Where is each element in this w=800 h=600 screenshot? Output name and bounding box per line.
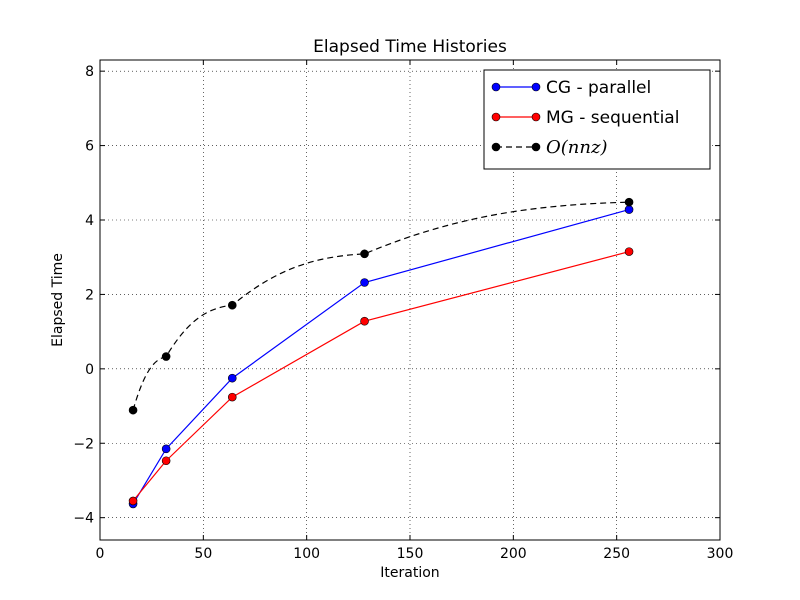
legend-label: CG - parallel bbox=[546, 78, 651, 98]
series-0 bbox=[128, 205, 634, 509]
data-point bbox=[161, 456, 171, 466]
legend-marker bbox=[491, 142, 501, 152]
y-tick-label: 2 bbox=[85, 287, 94, 303]
data-point bbox=[128, 496, 138, 506]
x-tick-label: 100 bbox=[293, 546, 320, 562]
data-point bbox=[624, 197, 634, 207]
x-axis-label: Iteration bbox=[380, 565, 439, 581]
y-tick-label: 0 bbox=[85, 362, 94, 378]
ticks: 0 50 100 150 200 250 300 −4 −2 0 2 4 6 8 bbox=[73, 60, 733, 562]
x-tick-label: 150 bbox=[397, 546, 424, 562]
legend: CG - parallel MG - sequential O(nnz) bbox=[483, 69, 711, 170]
data-point bbox=[360, 278, 369, 287]
series-layer bbox=[128, 197, 634, 509]
y-tick-label: 6 bbox=[85, 139, 94, 155]
legend-marker bbox=[531, 112, 541, 122]
data-point bbox=[161, 444, 171, 454]
legend-label: MG - sequential bbox=[546, 108, 679, 128]
x-tick-label: 250 bbox=[603, 546, 630, 562]
legend-label: O(nnz) bbox=[546, 137, 607, 158]
data-point bbox=[624, 205, 634, 214]
y-tick-label: 8 bbox=[85, 64, 94, 80]
series-line bbox=[132, 209, 630, 505]
data-point bbox=[161, 352, 171, 361]
y-tick-label: −4 bbox=[73, 511, 94, 527]
x-tick-label: 0 bbox=[96, 546, 105, 562]
data-point bbox=[360, 316, 369, 326]
legend-marker bbox=[531, 142, 541, 152]
y-axis-label: Elapsed Time bbox=[50, 253, 66, 347]
data-point bbox=[227, 373, 237, 383]
x-tick-label: 200 bbox=[500, 546, 527, 562]
legend-marker bbox=[491, 112, 501, 122]
legend-marker bbox=[491, 82, 501, 92]
x-tick-label: 50 bbox=[194, 546, 212, 562]
data-point bbox=[227, 392, 237, 402]
y-tick-label: −2 bbox=[73, 436, 94, 452]
data-point bbox=[227, 300, 237, 310]
series-2 bbox=[128, 197, 634, 415]
legend-marker bbox=[531, 82, 541, 92]
data-point bbox=[624, 247, 634, 256]
x-tick-label: 300 bbox=[707, 546, 734, 562]
chart-title: Elapsed Time Histories bbox=[313, 37, 507, 57]
y-tick-label: 4 bbox=[85, 213, 94, 229]
series-1 bbox=[128, 247, 634, 506]
series-line bbox=[132, 251, 630, 502]
series-line bbox=[132, 201, 630, 411]
data-point bbox=[360, 249, 369, 259]
data-point bbox=[128, 405, 138, 415]
